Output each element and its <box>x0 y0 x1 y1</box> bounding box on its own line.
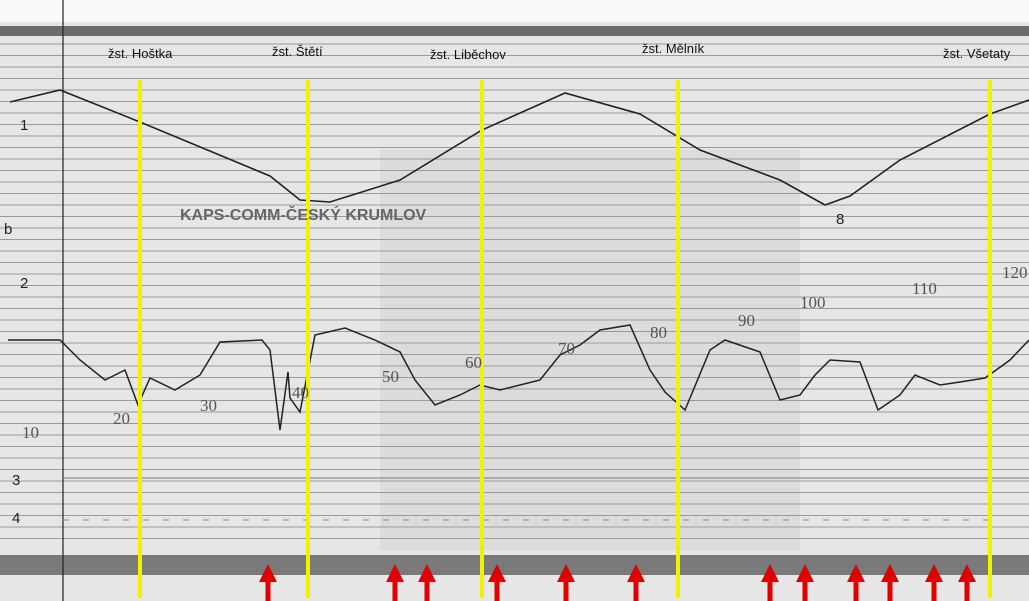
grid <box>0 43 1029 539</box>
stamp: KAPS-COMM-ČESKÝ KRUMLOV <box>180 205 427 224</box>
row-label: 1 <box>20 117 28 134</box>
station-label: žst. Mělník <box>642 41 705 56</box>
scale-label: 60 <box>465 353 482 372</box>
arrow-head <box>847 564 865 582</box>
scale-label: 110 <box>912 279 937 298</box>
station-lines <box>138 80 992 598</box>
mark-label: b <box>4 221 12 238</box>
arrow-head <box>761 564 779 582</box>
scale-label: 70 <box>558 339 575 358</box>
top-band <box>0 26 1029 36</box>
arrow-head <box>386 564 404 582</box>
station-label: žst. Hoštka <box>108 46 173 61</box>
arrow-head <box>925 564 943 582</box>
scale-label: 20 <box>113 409 130 428</box>
scale-label: 10 <box>22 423 39 442</box>
row-label: 3 <box>12 472 20 489</box>
arrow-head <box>796 564 814 582</box>
scale-label: 50 <box>382 367 399 386</box>
distance-trace <box>9 89 1029 206</box>
arrow-head <box>881 564 899 582</box>
arrow-head <box>418 564 436 582</box>
row-label: 2 <box>20 275 28 292</box>
paper-stain <box>380 150 800 550</box>
arrows <box>259 564 976 601</box>
station-label: žst. Štětí <box>272 44 323 59</box>
arrow-head <box>627 564 645 582</box>
arrow-head <box>557 564 575 582</box>
arrow-head <box>958 564 976 582</box>
station-label: žst. Liběchov <box>430 47 506 62</box>
arrow-head <box>488 564 506 582</box>
row-label: 4 <box>12 510 20 527</box>
scale-label: 120 <box>1002 263 1028 282</box>
scale-label: 100 <box>800 293 826 312</box>
scale-label: 90 <box>738 311 755 330</box>
speed-trace <box>8 324 1029 431</box>
arrow-head <box>259 564 277 582</box>
scale-label: 40 <box>292 383 309 402</box>
bottom-band <box>0 555 1029 575</box>
scale-label: 80 <box>650 323 667 342</box>
mark-label: 8 <box>836 211 844 228</box>
station-label: žst. Všetaty <box>943 46 1011 61</box>
scale-label: 30 <box>200 396 217 415</box>
